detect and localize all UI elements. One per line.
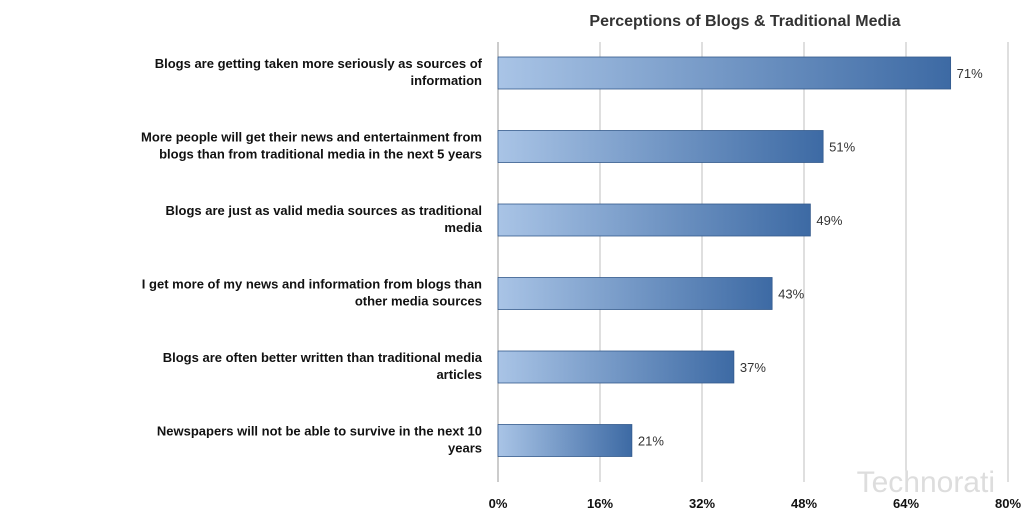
gridlines xyxy=(497,42,1009,482)
data-label: 21% xyxy=(638,434,664,449)
category-label-line: Blogs are getting taken more seriously a… xyxy=(155,56,483,71)
category-label: Newspapers will not be able to survive i… xyxy=(157,424,482,456)
category-label-line: Blogs are just as valid media sources as… xyxy=(166,203,482,218)
data-label: 71% xyxy=(957,66,983,81)
category-label-line: Blogs are often better written than trad… xyxy=(163,350,483,365)
category-label-line: other media sources xyxy=(355,294,482,309)
x-tick-label: 48% xyxy=(791,496,817,511)
category-label-line: blogs than from traditional media in the… xyxy=(159,147,482,162)
data-label: 37% xyxy=(740,360,766,375)
category-labels: Blogs are getting taken more seriously a… xyxy=(141,56,483,456)
category-label-line: media xyxy=(444,220,482,235)
category-label: Blogs are getting taken more seriously a… xyxy=(155,56,483,88)
bar xyxy=(497,350,735,384)
data-label: 43% xyxy=(778,287,804,302)
x-tick-labels: 0% 16% 32% 48% 64% 80% xyxy=(489,496,1022,511)
category-label: More people will get their news and ente… xyxy=(141,130,482,162)
category-label-line: articles xyxy=(436,367,482,382)
bar xyxy=(497,424,633,457)
category-label: Blogs are just as valid media sources as… xyxy=(166,203,483,235)
bar xyxy=(497,56,952,90)
data-label: 49% xyxy=(816,213,842,228)
category-label-line: years xyxy=(448,441,482,456)
bar xyxy=(497,203,811,237)
category-label-line: More people will get their news and ente… xyxy=(141,130,482,145)
chart-title: Perceptions of Blogs & Traditional Media xyxy=(589,13,900,30)
bar xyxy=(497,130,824,163)
category-label-line: Newspapers will not be able to survive i… xyxy=(157,424,482,439)
category-label: I get more of my news and information fr… xyxy=(142,277,482,309)
x-tick-label: 16% xyxy=(587,496,613,511)
x-tick-label: 80% xyxy=(995,496,1021,511)
data-label: 51% xyxy=(829,140,855,155)
x-tick-label: 64% xyxy=(893,496,919,511)
data-labels: 71% 51% 49% 43% 37% 21% xyxy=(638,66,983,449)
bar xyxy=(497,277,773,310)
x-tick-label: 32% xyxy=(689,496,715,511)
watermark: Technorati xyxy=(857,466,995,499)
watermark-text: Technorati xyxy=(857,466,995,499)
category-label: Blogs are often better written than trad… xyxy=(163,350,483,382)
bars xyxy=(497,56,952,457)
x-tick-label: 0% xyxy=(489,496,508,511)
category-label-line: I get more of my news and information fr… xyxy=(142,277,482,292)
category-label-line: information xyxy=(411,73,483,88)
